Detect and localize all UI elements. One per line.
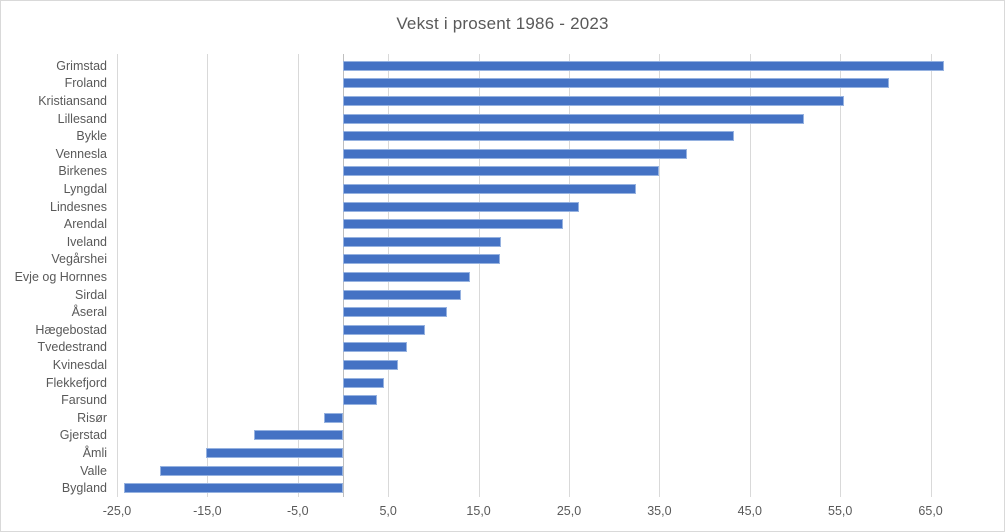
bar-bygland xyxy=(124,483,343,494)
bar-iveland xyxy=(343,236,502,247)
bar-kristiansand xyxy=(343,96,844,106)
bar-ris-r xyxy=(324,412,343,423)
category-label-birkenes: Birkenes xyxy=(58,164,107,179)
gridline-45 xyxy=(749,54,751,497)
category-label-kvinesdal: Kvinesdal xyxy=(52,358,107,372)
bar--mli xyxy=(205,448,343,458)
category-label-froland: Froland xyxy=(64,76,107,91)
bar-vennesla xyxy=(343,148,688,159)
category-label-lindesnes: Lindesnes xyxy=(50,199,107,214)
bar-birkenes xyxy=(343,166,660,177)
gridline--25 xyxy=(117,54,118,497)
x-tick-label-25: 25,0 xyxy=(556,504,582,518)
gridline-15 xyxy=(478,54,480,497)
gridline-65 xyxy=(930,54,932,497)
bar-veg-rshei xyxy=(343,254,501,265)
category-label--seral: Åseral xyxy=(71,305,107,320)
category-label-veg-rshei: Vegårshei xyxy=(51,252,107,267)
category-label-vennesla: Vennesla xyxy=(55,146,107,161)
bar-lyngdal xyxy=(343,184,636,194)
bar-evje-og-hornnes xyxy=(343,272,471,282)
gridline-25 xyxy=(569,54,570,497)
category-label-h-gebostad: Hægebostad xyxy=(35,322,107,337)
bar-kvinesdal xyxy=(343,360,399,370)
category-label-ris-r: Risør xyxy=(77,410,107,425)
x-tick-label-65: 65,0 xyxy=(918,504,943,518)
x-tick-label--5: -5,0 xyxy=(287,504,309,518)
gridline-35 xyxy=(659,54,661,497)
x-tick-label-35: 35,0 xyxy=(647,504,672,518)
bar--seral xyxy=(343,307,447,318)
plot-area xyxy=(117,54,983,497)
category-label-tvedestrand: Tvedestrand xyxy=(37,340,107,355)
x-tick-label-55: 55,0 xyxy=(828,504,853,518)
bar-bykle xyxy=(343,131,735,142)
bar-arendal xyxy=(343,219,563,230)
gridline--15 xyxy=(207,54,209,497)
category-label-lillesand: Lillesand xyxy=(57,111,107,126)
x-tick-label--15: -15,0 xyxy=(193,504,222,518)
bar-froland xyxy=(343,78,890,89)
gridline--5 xyxy=(297,54,299,497)
bar-h-gebostad xyxy=(343,324,426,335)
bar-flekkefjord xyxy=(343,377,384,388)
category-label-flekkefjord: Flekkefjord xyxy=(45,375,107,390)
bar-sirdal xyxy=(343,289,462,300)
category-label-arendal: Arendal xyxy=(63,217,107,232)
category-label-evje-og-hornnes: Evje og Hornnes xyxy=(14,270,107,284)
category-label-bygland: Bygland xyxy=(61,481,107,496)
bar-lillesand xyxy=(343,113,805,124)
chart-title: Vekst i prosent 1986 - 2023 xyxy=(396,14,609,33)
bar-grimstad xyxy=(343,60,945,71)
bar-tvedestrand xyxy=(343,342,408,353)
category-label--mli: Åmli xyxy=(82,446,107,460)
x-tick-label--25: -25,0 xyxy=(102,504,132,518)
gridline-55 xyxy=(840,54,842,497)
category-label-gjerstad: Gjerstad xyxy=(59,428,107,443)
category-label-sirdal: Sirdal xyxy=(75,287,107,302)
bar-gjerstad xyxy=(253,430,343,441)
category-label-grimstad: Grimstad xyxy=(56,58,107,73)
x-tick-label-15: 15,0 xyxy=(466,504,491,518)
category-label-farsund: Farsund xyxy=(61,393,107,408)
category-label-bykle: Bykle xyxy=(76,129,107,144)
bar-farsund xyxy=(343,395,378,406)
category-label-kristiansand: Kristiansand xyxy=(38,94,107,108)
bar-valle xyxy=(160,465,343,476)
bar-lindesnes xyxy=(343,201,579,212)
category-label-lyngdal: Lyngdal xyxy=(63,182,107,196)
x-tick-label-5: 5,0 xyxy=(379,504,397,518)
x-tick-label-45: 45,0 xyxy=(737,504,762,518)
category-label-valle: Valle xyxy=(80,463,107,478)
category-label-iveland: Iveland xyxy=(66,234,107,249)
